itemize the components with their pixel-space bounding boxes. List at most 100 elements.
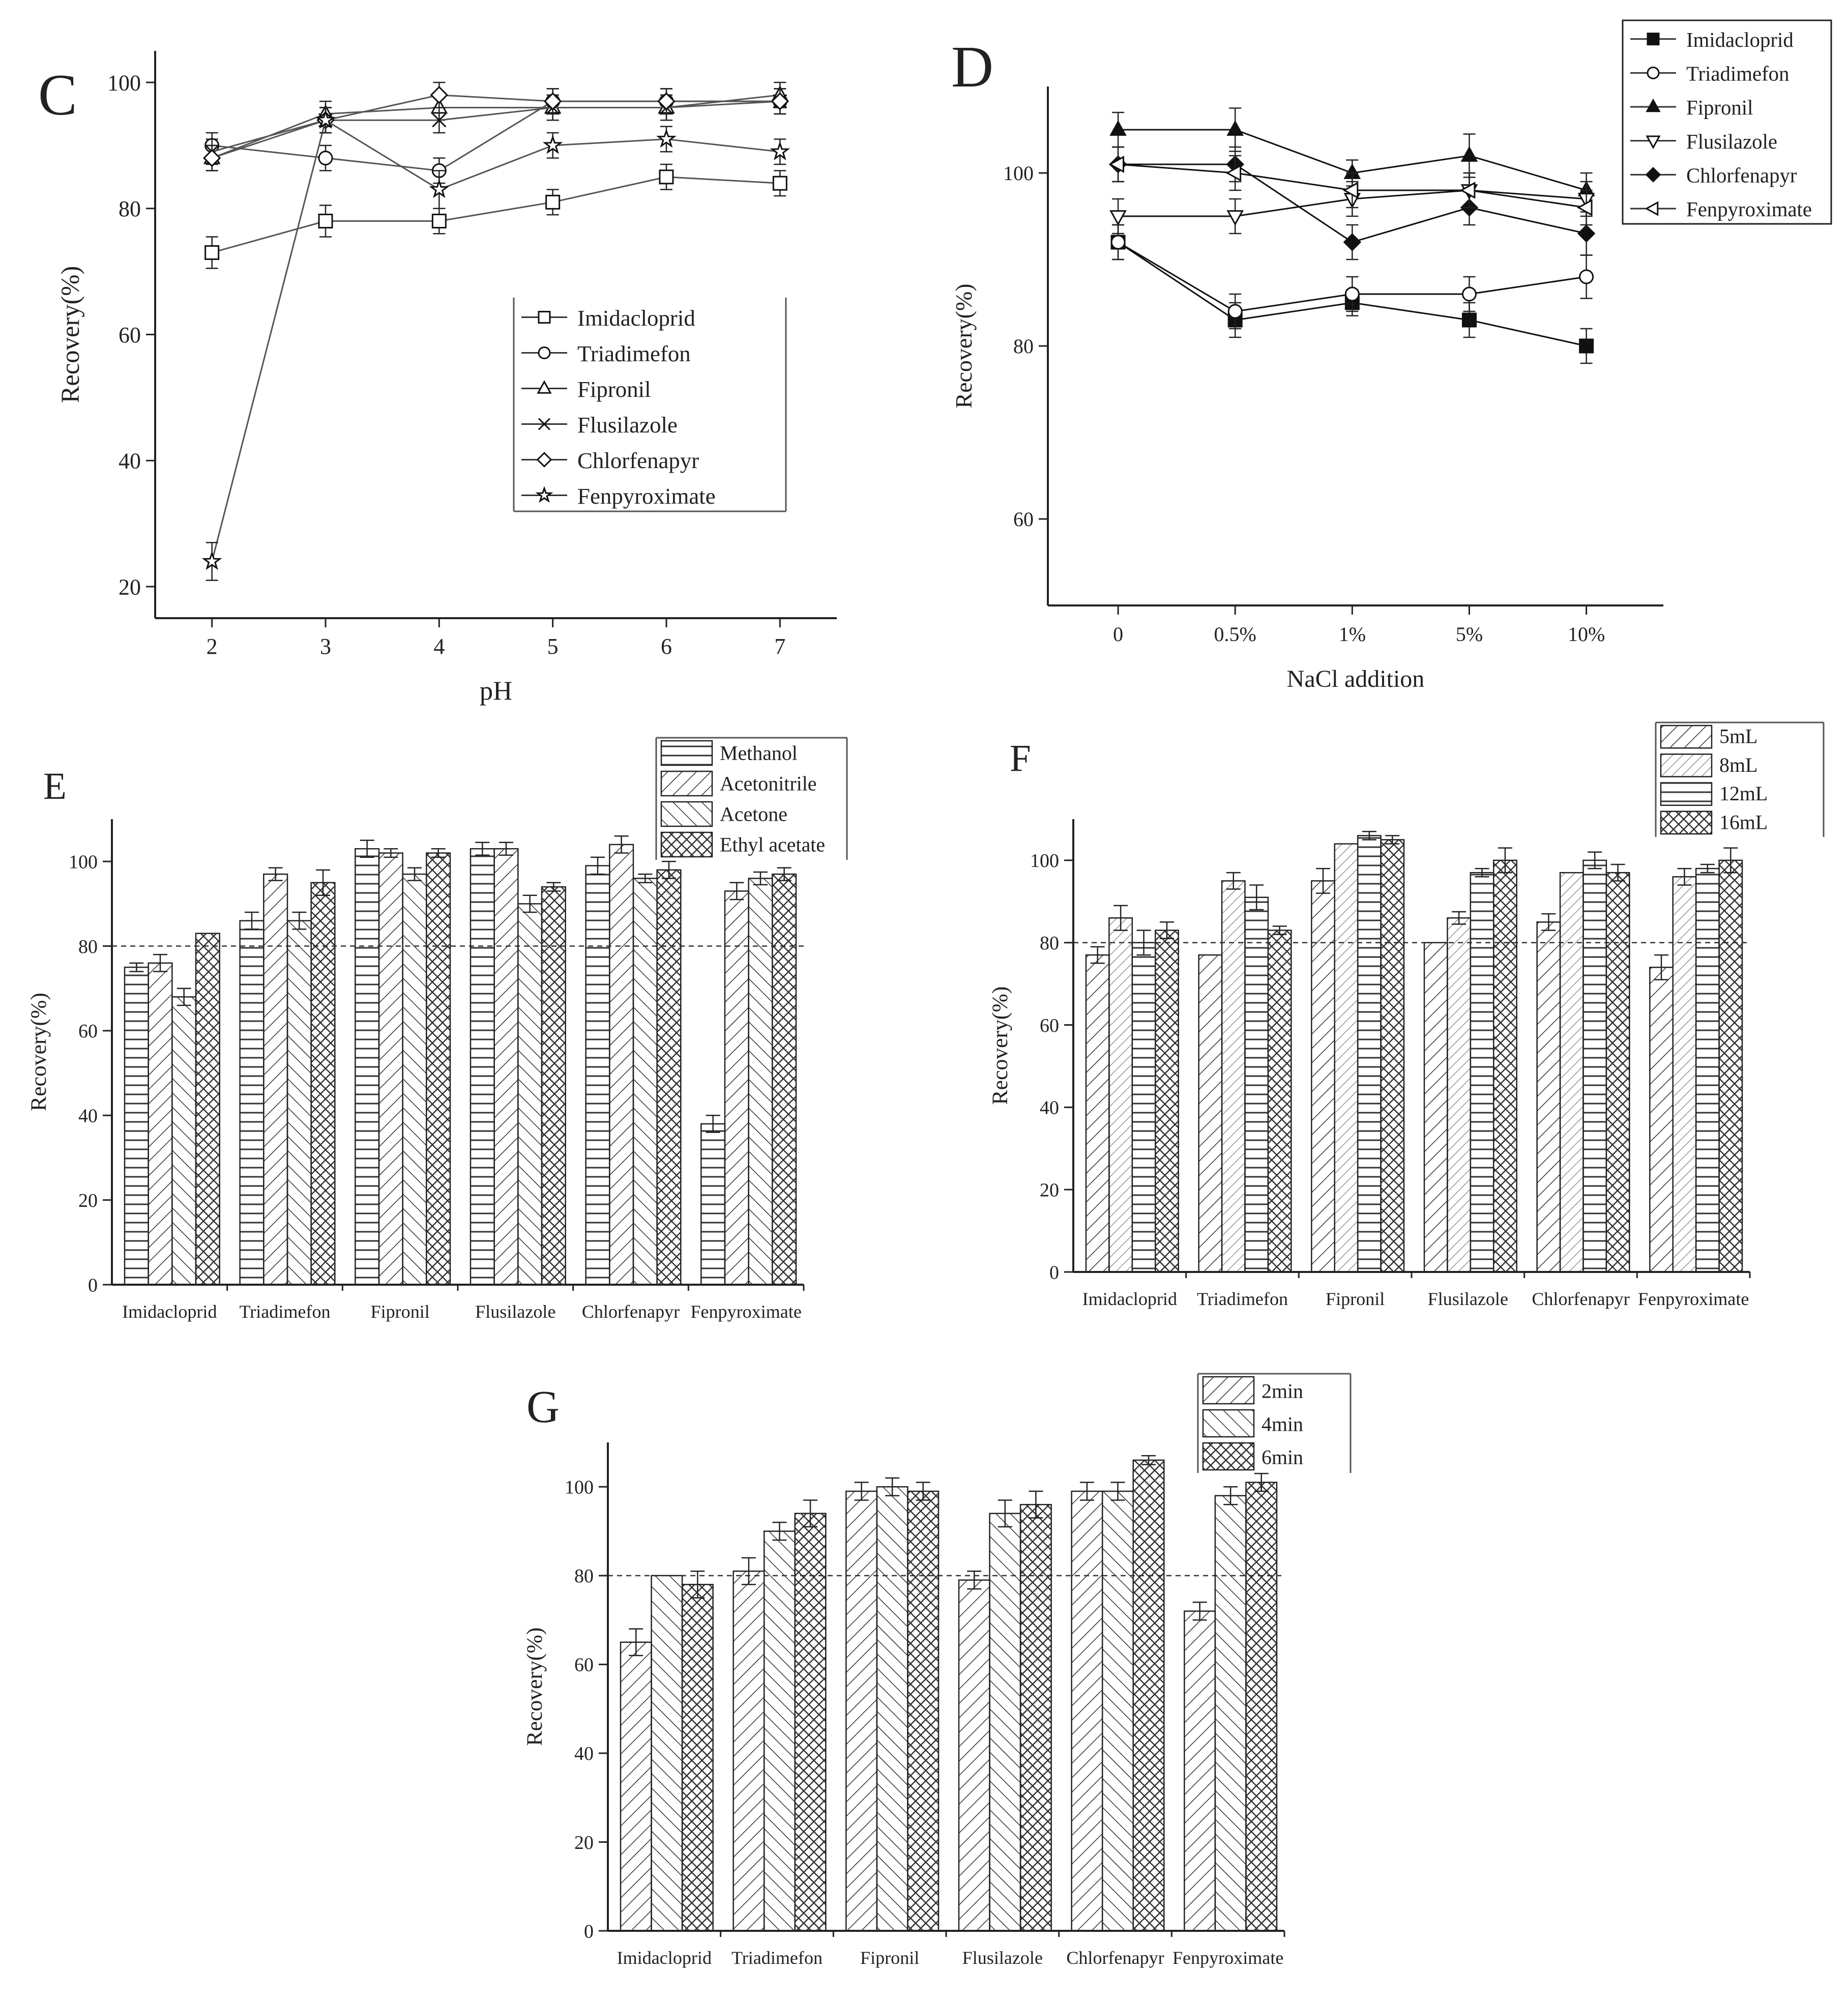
bar bbox=[286, 920, 312, 1286]
data-point bbox=[538, 346, 551, 359]
bar bbox=[195, 933, 220, 1286]
data-point bbox=[537, 380, 552, 394]
y-tick-label: 60 bbox=[574, 1655, 594, 1676]
data-point bbox=[1226, 120, 1244, 136]
panel-letter-e: E bbox=[43, 765, 67, 807]
bar bbox=[1155, 930, 1179, 1273]
bar bbox=[355, 848, 380, 1286]
series-fenpyroximate bbox=[201, 107, 790, 581]
bar bbox=[681, 1584, 714, 1932]
bar bbox=[1423, 942, 1448, 1273]
legend-swatch bbox=[660, 831, 713, 858]
x-tick-label: Triadimefon bbox=[731, 1948, 823, 1968]
bar bbox=[426, 852, 451, 1286]
x-tick-label: 5 bbox=[547, 634, 559, 659]
x-tick-label: Fipronil bbox=[371, 1301, 430, 1322]
bar bbox=[1311, 880, 1335, 1273]
bar bbox=[493, 848, 519, 1286]
bar bbox=[1718, 859, 1743, 1273]
bar bbox=[1019, 1503, 1052, 1932]
legend-swatch bbox=[660, 740, 713, 766]
bar bbox=[1244, 896, 1269, 1273]
data-point bbox=[1460, 146, 1478, 162]
panel-letter-c: C bbox=[38, 63, 77, 127]
x-tick-label: Fipronil bbox=[1326, 1289, 1385, 1309]
legend-frame bbox=[1622, 19, 1832, 225]
legend-label: Fenpyroximate bbox=[577, 483, 716, 509]
y-axis-label: Recovery(%) bbox=[56, 266, 84, 403]
bar bbox=[1536, 921, 1561, 1273]
data-point bbox=[432, 113, 447, 128]
y-tick-label: 80 bbox=[1040, 933, 1059, 954]
legend-swatch bbox=[660, 801, 713, 827]
chart-panel-f: Imidacloprid Triadimefon Fipronil Flusilazo… bbox=[988, 721, 1825, 1309]
legend-label: Triadimefon bbox=[1686, 63, 1789, 85]
bar bbox=[620, 1641, 652, 1932]
bar bbox=[517, 903, 543, 1286]
data-point bbox=[1647, 66, 1660, 79]
bar bbox=[585, 865, 610, 1286]
bar bbox=[1267, 930, 1292, 1273]
bar bbox=[1582, 859, 1607, 1273]
series-fipronil bbox=[203, 81, 789, 171]
series-line bbox=[212, 94, 780, 159]
legend-label: 6min bbox=[1262, 1445, 1303, 1468]
y-tick-label: 100 bbox=[69, 851, 98, 873]
bar bbox=[1470, 872, 1494, 1273]
bar bbox=[1380, 839, 1405, 1273]
data-point bbox=[1225, 164, 1242, 182]
chart-panel-c: 2 3 4 5 6 7 20 40 60 80 100 Recovery(%) pH Imidaclopr… bbox=[56, 51, 837, 706]
data-point bbox=[536, 452, 552, 468]
legend: 2min 4min 6min bbox=[1197, 1373, 1352, 1473]
x-tick-label: 10% bbox=[1568, 623, 1605, 646]
series-triadimefon bbox=[204, 88, 787, 184]
bar bbox=[1101, 1490, 1134, 1932]
series-chlorfenapyr bbox=[202, 81, 789, 171]
series-line bbox=[211, 119, 780, 562]
x-tick-label: Fenpyroximate bbox=[1172, 1948, 1283, 1968]
y-axis-label: Recovery(%) bbox=[522, 1628, 547, 1746]
bar bbox=[402, 873, 427, 1286]
x-tick-label: 3 bbox=[320, 634, 331, 659]
legend: Methanol Acetonitrile Acetone Ethyl acetate bbox=[655, 737, 848, 860]
data-point bbox=[1109, 210, 1127, 226]
bar bbox=[651, 1575, 683, 1932]
y-axis-label: Recovery(%) bbox=[951, 283, 977, 408]
data-point bbox=[1645, 167, 1661, 183]
data-point bbox=[1579, 269, 1594, 284]
legend-label: Fenpyroximate bbox=[1686, 198, 1812, 221]
bar bbox=[700, 1123, 726, 1286]
bar bbox=[1672, 876, 1697, 1273]
y-tick-label: 60 bbox=[78, 1021, 98, 1042]
data-point bbox=[431, 214, 447, 228]
x-tick-label: Fenpyroximate bbox=[1638, 1289, 1749, 1309]
bar bbox=[1085, 954, 1110, 1273]
bar bbox=[1493, 859, 1517, 1273]
legend-swatch bbox=[1660, 782, 1713, 806]
data-point bbox=[545, 194, 561, 210]
data-point bbox=[201, 551, 222, 570]
data-point bbox=[538, 418, 551, 430]
data-point bbox=[771, 92, 789, 110]
bar bbox=[732, 1570, 765, 1932]
legend-swatch bbox=[1202, 1442, 1255, 1471]
x-tick-label: Flusilazole bbox=[475, 1301, 555, 1322]
bar bbox=[541, 886, 566, 1286]
x-tick-label: Chlorfenapyr bbox=[1532, 1289, 1629, 1309]
legend-swatch bbox=[1660, 725, 1713, 749]
bar bbox=[1605, 872, 1630, 1273]
bar bbox=[1447, 917, 1472, 1273]
x-tick-label: 0.5% bbox=[1214, 623, 1256, 646]
data-point bbox=[1226, 210, 1244, 226]
data-point bbox=[1645, 201, 1659, 216]
bar bbox=[1245, 1482, 1278, 1932]
data-point bbox=[1647, 33, 1660, 46]
bar bbox=[989, 1513, 1021, 1932]
bar bbox=[763, 1530, 796, 1932]
data-point bbox=[1646, 98, 1661, 112]
legend-label: 16mL bbox=[1719, 810, 1768, 833]
y-tick-label: 40 bbox=[119, 449, 141, 474]
legend: 5mL 8mL 12mL 16mL bbox=[1655, 721, 1825, 837]
x-tick-label: Fenpyroximate bbox=[690, 1301, 801, 1322]
